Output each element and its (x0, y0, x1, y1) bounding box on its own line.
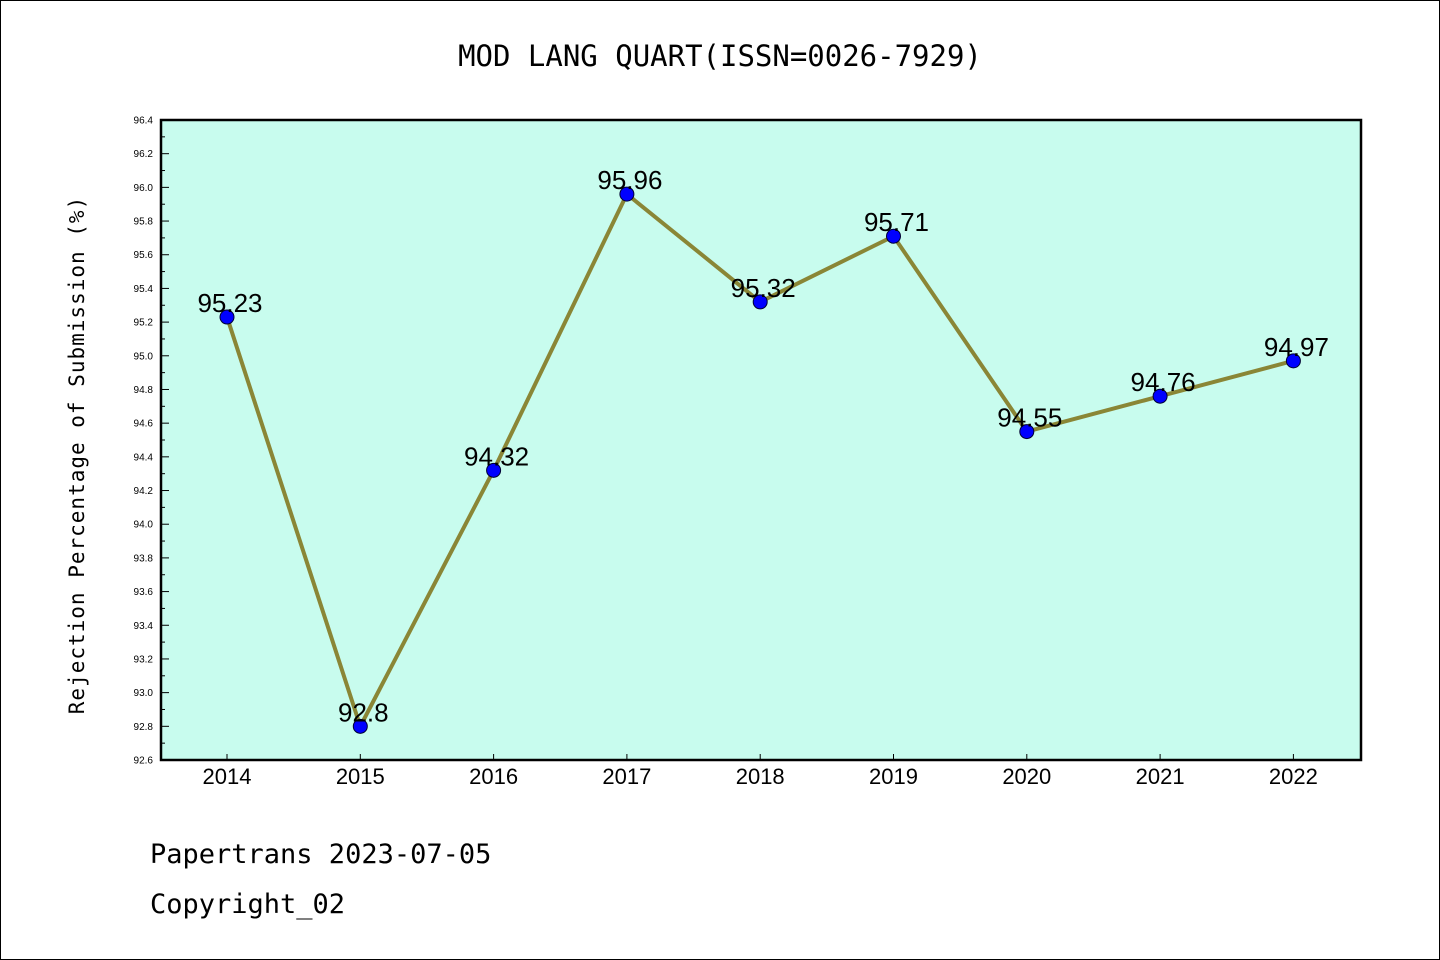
y-tick-label: 94.4 (134, 452, 154, 463)
y-tick-label: 93.4 (134, 621, 154, 632)
y-tick-label: 94.0 (134, 520, 154, 531)
y-axis: 92.6 92.8 93.0 93.2 93.4 93.6 93.8 94.0 94.2 94.4… (134, 116, 169, 767)
y-tick-label: 93.0 (134, 688, 154, 699)
x-tick-label: 2020 (1002, 764, 1051, 789)
y-tick-label: 93.2 (134, 654, 154, 665)
series-line (219, 186, 1301, 734)
y-tick-label: 93.6 (134, 587, 154, 598)
y-tick-label: 96.0 (134, 183, 154, 194)
y-tick-label: 95.8 (134, 217, 154, 228)
data-point (486, 462, 502, 478)
data-label: 94.55 (997, 403, 1062, 433)
x-tick-label: 2014 (203, 764, 252, 789)
x-axis: 2014 2015 2016 2017 2018 2019 2020 2021 2022 (203, 754, 1318, 789)
y-tick-label: 94.6 (134, 419, 154, 430)
x-tick-label: 2022 (1269, 764, 1318, 789)
y-tick-label: 96.4 (134, 116, 154, 127)
x-tick-label: 2015 (336, 764, 385, 789)
data-label: 95.96 (597, 165, 662, 195)
y-tick-label: 94.2 (134, 486, 154, 497)
x-tick-label: 2018 (736, 764, 785, 789)
x-tick-label: 2016 (469, 764, 518, 789)
data-label: 94.32 (464, 441, 529, 471)
y-tick-label: 93.8 (134, 553, 154, 564)
x-tick-label: 2021 (1136, 764, 1185, 789)
y-tick-label: 95.6 (134, 250, 154, 261)
data-point (219, 309, 235, 325)
chart-title: MOD LANG QUART(ISSN=0026-7929) (458, 39, 982, 73)
y-tick-label: 95.0 (134, 351, 154, 362)
x-tick-label: 2017 (602, 764, 651, 789)
data-label: 95.32 (731, 273, 796, 303)
data-point (752, 294, 768, 310)
y-axis-label: Rejection Percentage of Submission (%) (65, 196, 89, 714)
data-label: 92.8 (338, 697, 389, 727)
y-tick-label: 96.2 (134, 149, 154, 160)
data-point (886, 228, 901, 244)
y-tick-label: 92.6 (134, 756, 154, 767)
y-tick-label: 95.4 (134, 284, 154, 295)
data-label: 95.71 (864, 207, 929, 237)
footer-papertrans: Papertrans 2023-07-05 (150, 839, 491, 870)
data-point (1152, 388, 1168, 404)
data-label: 95.23 (197, 288, 262, 318)
data-point (352, 718, 368, 734)
y-tick-label: 94.8 (134, 385, 154, 396)
plot-area (159, 118, 1363, 762)
y-tick-label: 92.8 (134, 722, 154, 733)
y-tick-label: 95.2 (134, 318, 154, 329)
data-point (1285, 353, 1301, 369)
x-tick-label: 2019 (869, 764, 918, 789)
data-label: 94.76 (1131, 367, 1196, 397)
data-label: 94.97 (1264, 332, 1329, 362)
data-point (1019, 424, 1035, 440)
data-labels: 95.23 92.8 94.32 95.96 95.32 95.71 94.55 94.76 9… (197, 165, 1328, 727)
footer-copyright: Copyright_02 (150, 889, 345, 920)
data-point (619, 186, 635, 202)
